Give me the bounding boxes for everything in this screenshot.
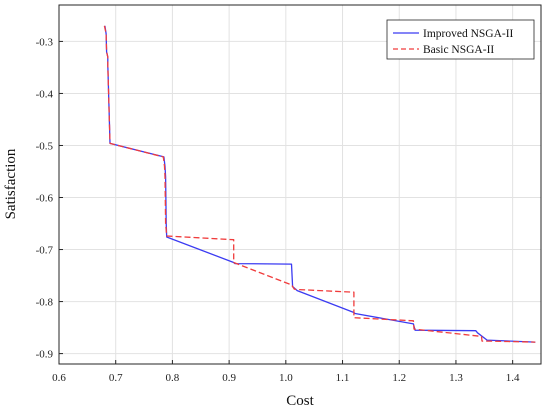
plot-background — [59, 5, 541, 364]
x-tick-label: 0.7 — [109, 372, 123, 384]
y-tick-label: -0.4 — [36, 88, 54, 100]
y-tick-label: -0.8 — [36, 297, 54, 309]
series-line-basic-nsga-ii — [103, 25, 536, 343]
legend-label-basic: Basic NSGA-II — [423, 44, 494, 56]
x-tick-label: 1.4 — [506, 372, 520, 384]
y-tick-label: -0.7 — [36, 245, 54, 257]
legend-label-improved: Improved NSGA-II — [423, 28, 514, 40]
y-tick-label: -0.3 — [36, 36, 54, 48]
x-axis: 0.6 0.7 0.8 0.9 1.0 1.1 1.2 1.3 1.4 — [52, 360, 520, 384]
plot-frame — [58, 4, 542, 365]
series-layer — [103, 25, 536, 343]
x-tick-label: 1.2 — [392, 372, 406, 384]
x-tick-label: 0.8 — [166, 372, 180, 384]
y-axis-label: Satisfaction — [3, 148, 19, 219]
legend-box — [386, 19, 535, 60]
y-tick-label: -0.6 — [36, 193, 54, 205]
y-tick-label: -0.9 — [36, 349, 54, 361]
y-axis: -0.3 -0.4 -0.5 -0.6 -0.7 -0.8 -0.9 — [36, 36, 63, 361]
x-tick-label: 0.6 — [52, 372, 66, 384]
x-tick-label: 1.3 — [449, 372, 463, 384]
y-tick-label: -0.5 — [36, 140, 54, 152]
x-tick-label: 1.1 — [336, 372, 350, 384]
legend: Improved NSGA-II Basic NSGA-II — [386, 19, 535, 60]
x-tick-label: 1.0 — [279, 372, 293, 384]
x-tick-label: 0.9 — [222, 372, 236, 384]
x-axis-label: Cost — [286, 393, 314, 409]
